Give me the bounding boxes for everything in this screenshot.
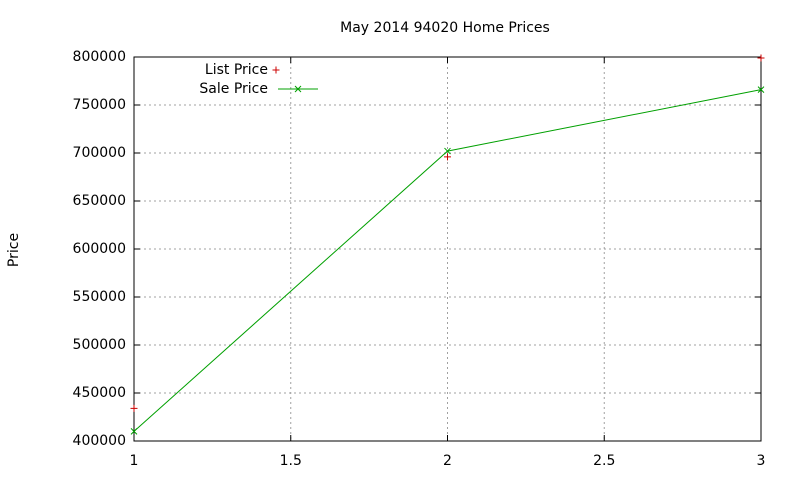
x-tick-label: 3 — [757, 453, 766, 469]
data-point — [444, 147, 451, 155]
data-point — [444, 153, 451, 161]
data-point — [757, 86, 765, 93]
y-tick-label: 700000 — [73, 145, 126, 161]
legend-marker — [294, 85, 302, 93]
y-axis-label: Price — [6, 233, 22, 267]
data-point — [130, 404, 138, 412]
legend-marker — [272, 66, 280, 74]
x-tick-label: 2.5 — [593, 453, 615, 469]
legend-label: Sale Price — [199, 81, 268, 97]
chart-title: May 2014 94020 Home Prices — [340, 20, 550, 36]
x-tick-label: 1 — [130, 453, 139, 469]
y-tick-label: 750000 — [73, 97, 126, 113]
x-tick-label: 2 — [443, 453, 452, 469]
legend-label: List Price — [205, 62, 268, 78]
y-tick-label: 450000 — [73, 385, 126, 401]
y-tick-label: 600000 — [73, 241, 126, 257]
y-tick-label: 500000 — [73, 337, 126, 353]
series-line — [133, 89, 762, 432]
y-tick-label: 650000 — [73, 193, 126, 209]
y-tick-label: 800000 — [73, 49, 126, 65]
data-point — [130, 428, 138, 435]
y-tick-label: 550000 — [73, 289, 126, 305]
x-tick-label: 1.5 — [280, 453, 302, 469]
data-point — [757, 54, 765, 62]
y-tick-label: 400000 — [73, 433, 126, 449]
